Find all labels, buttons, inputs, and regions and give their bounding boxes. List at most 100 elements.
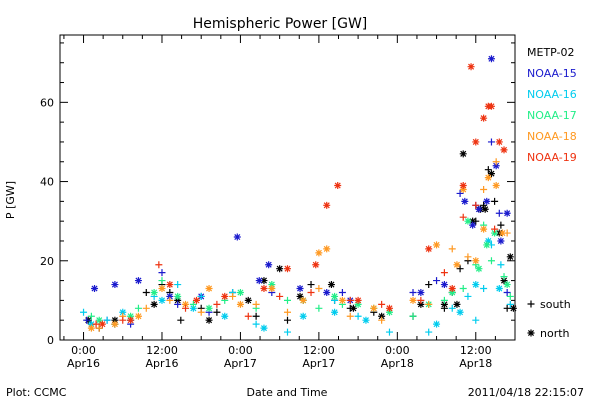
- point-noaa-16-south: [464, 292, 472, 300]
- point-noaa-15-south: [338, 288, 346, 296]
- point-noaa-17-north: [174, 292, 182, 300]
- point-noaa-16-north: [299, 312, 307, 320]
- point-noaa-19-north: [193, 296, 200, 304]
- point-noaa-16-south: [80, 308, 88, 316]
- point-noaa-15-north: [255, 277, 263, 285]
- point-noaa-18-north: [182, 300, 190, 308]
- point-noaa-15-north: [296, 285, 304, 293]
- point-metp-02-north: [509, 304, 517, 312]
- point-metp-02-north: [469, 217, 477, 225]
- point-noaa-17-north: [503, 281, 511, 289]
- point-noaa-18-south: [492, 158, 500, 166]
- point-noaa-18-north: [498, 229, 506, 237]
- point-noaa-19-north: [459, 182, 467, 190]
- point-noaa-18-south: [252, 300, 260, 308]
- point-noaa-16-south: [480, 285, 488, 293]
- point-noaa-19-north: [480, 114, 488, 122]
- point-metp-02-north: [327, 281, 335, 289]
- footer-left: Plot: CCMC: [6, 386, 67, 399]
- point-noaa-16-north: [87, 320, 95, 328]
- point-noaa-17-north: [268, 281, 276, 289]
- legend-noaa-18: NOAA-18: [527, 130, 577, 143]
- point-noaa-19-south: [472, 201, 480, 209]
- point-noaa-17-north: [236, 288, 244, 296]
- y-tick-label: 60: [40, 96, 54, 109]
- point-metp-02-north: [500, 277, 508, 285]
- point-noaa-19-north: [425, 245, 433, 253]
- point-metp-02-north: [260, 277, 268, 285]
- point-noaa-15-north: [166, 292, 174, 300]
- point-noaa-19-south: [92, 320, 100, 328]
- point-noaa-15-north: [417, 288, 425, 296]
- point-noaa-19-south: [378, 300, 386, 308]
- point-noaa-18-south: [142, 304, 150, 312]
- point-noaa-18-north: [158, 285, 166, 293]
- point-noaa-17-north: [464, 217, 472, 225]
- point-noaa-15-south: [456, 189, 464, 197]
- point-metp-02-north: [150, 300, 158, 308]
- point-metp-02-south: [456, 265, 464, 273]
- point-noaa-16-north: [189, 304, 197, 312]
- point-noaa-15-north: [492, 162, 500, 170]
- point-noaa-18-north: [111, 320, 119, 328]
- x-tick-label-time: 0:00: [71, 344, 96, 357]
- x-tick-label-time: 12:00: [460, 344, 492, 357]
- point-noaa-16-north: [472, 281, 480, 289]
- point-noaa-19-north: [334, 182, 342, 190]
- x-tick-label-time: 12:00: [303, 344, 335, 357]
- y-tick-label: 20: [40, 255, 54, 268]
- point-noaa-19-south: [155, 261, 163, 269]
- point-noaa-16-south: [448, 304, 456, 312]
- legend-noaa-17: NOAA-17: [527, 109, 577, 122]
- point-noaa-18-south: [315, 285, 323, 293]
- point-metp-02-north: [276, 265, 284, 273]
- point-noaa-15-north: [323, 288, 331, 296]
- point-noaa-19-south: [307, 288, 315, 296]
- point-noaa-15-north: [475, 205, 483, 213]
- point-noaa-15-north: [497, 237, 505, 245]
- point-noaa-17-south: [506, 292, 514, 300]
- legend-noaa-15: NOAA-15: [527, 67, 577, 80]
- point-noaa-18-south: [425, 300, 433, 308]
- point-noaa-17-north: [483, 241, 491, 249]
- point-noaa-18-north: [134, 312, 142, 320]
- point-noaa-18-north: [315, 249, 323, 257]
- point-noaa-19-north: [500, 146, 508, 154]
- point-noaa-16-north: [456, 308, 464, 316]
- point-metp-02-north: [174, 296, 182, 304]
- point-noaa-17-south: [315, 304, 323, 312]
- point-noaa-16-south: [284, 328, 291, 336]
- point-noaa-17-south: [487, 257, 495, 265]
- point-noaa-15-north: [483, 197, 491, 205]
- point-noaa-19-north: [385, 304, 393, 312]
- point-noaa-17-south: [189, 300, 197, 308]
- point-noaa-18-north: [459, 185, 467, 193]
- point-metp-02-north: [205, 316, 213, 324]
- point-noaa-18-south: [284, 308, 291, 316]
- point-noaa-19-south: [276, 292, 284, 300]
- point-noaa-19-north: [127, 316, 135, 324]
- point-noaa-16-north: [158, 296, 166, 304]
- point-noaa-18-south: [166, 296, 174, 304]
- point-noaa-19-south: [440, 269, 448, 277]
- point-noaa-17-north: [95, 316, 103, 324]
- point-noaa-17-north: [331, 292, 339, 300]
- point-noaa-16-north: [433, 320, 441, 328]
- point-noaa-18-north: [236, 300, 244, 308]
- point-noaa-15-north: [111, 281, 119, 289]
- point-metp-02-north: [417, 300, 425, 308]
- plot-axes: 02040600:00Apr1612:00Apr160:00Apr1712:00…: [40, 34, 516, 370]
- point-metp-02-north: [459, 150, 467, 158]
- point-noaa-17-north: [354, 300, 362, 308]
- footer-right: 2011/04/18 22:15:07: [468, 386, 584, 399]
- point-noaa-16-south: [174, 281, 182, 289]
- point-noaa-16-north: [362, 316, 370, 324]
- point-noaa-16-north: [484, 237, 492, 245]
- point-noaa-18-north: [205, 285, 213, 293]
- point-metp-02-south: [142, 288, 150, 296]
- legend-noaa-19: NOAA-19: [527, 151, 577, 164]
- point-metp-02-south: [177, 316, 185, 324]
- point-noaa-17-south: [134, 304, 142, 312]
